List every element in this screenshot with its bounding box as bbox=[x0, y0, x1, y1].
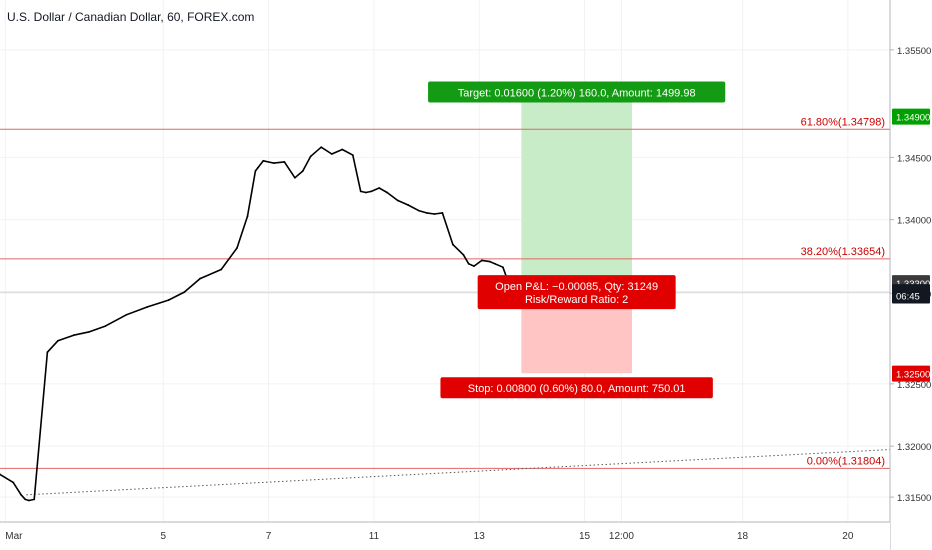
price-point bbox=[46, 351, 49, 354]
x-tick-label: 7 bbox=[266, 531, 272, 542]
price-point bbox=[254, 170, 257, 172]
price-point bbox=[57, 339, 59, 342]
y-tick-label: 1.32000 bbox=[897, 442, 931, 453]
price-point bbox=[72, 334, 75, 337]
price-point bbox=[257, 166, 259, 169]
price-point bbox=[341, 148, 344, 151]
price-point bbox=[24, 498, 27, 501]
fib-level-label: 0.00%(1.31804) bbox=[807, 455, 885, 467]
x-tick-label: 15 bbox=[579, 531, 591, 542]
price-axis[interactable] bbox=[890, 0, 932, 550]
price-point bbox=[28, 499, 30, 502]
price-point bbox=[467, 262, 470, 265]
target-label-box bbox=[428, 81, 726, 103]
x-tick-label: Mar bbox=[5, 531, 23, 542]
y-tick-label: 1.31500 bbox=[897, 493, 931, 504]
price-point bbox=[146, 305, 149, 308]
target-label-text: Target: 0.01600 (1.20%) 160.0, Amount: 1… bbox=[458, 87, 696, 99]
price-point bbox=[294, 176, 296, 179]
x-tick-label: 18 bbox=[737, 531, 749, 542]
price-point bbox=[246, 215, 249, 218]
price-point bbox=[473, 265, 475, 267]
pnl-label-box bbox=[477, 275, 676, 310]
price-point bbox=[220, 268, 223, 271]
price-point bbox=[365, 191, 367, 194]
price-point bbox=[236, 247, 238, 249]
price-point bbox=[320, 146, 323, 149]
price-tag-label: 1.34900 bbox=[896, 113, 930, 124]
price-point bbox=[494, 262, 496, 265]
price-point bbox=[88, 330, 91, 333]
price-point bbox=[480, 259, 483, 262]
price-tag bbox=[892, 287, 930, 304]
price-point bbox=[167, 299, 170, 301]
price-point bbox=[441, 211, 444, 214]
price-point bbox=[386, 191, 388, 194]
price-point bbox=[309, 155, 312, 158]
price-point bbox=[488, 260, 491, 263]
y-tick-label: 1.34500 bbox=[897, 153, 931, 164]
chart-title: U.S. Dollar / Canadian Dollar, 60, FOREX… bbox=[7, 10, 254, 24]
stop-label-box bbox=[440, 377, 713, 399]
price-point bbox=[370, 190, 373, 193]
price-point bbox=[396, 199, 399, 202]
stop-label-text: Stop: 0.00800 (0.60%) 80.0, Amount: 750.… bbox=[468, 383, 686, 395]
label-layer: Target: 0.01600 (1.20%) 160.0, Amount: 1… bbox=[428, 81, 726, 399]
price-point bbox=[20, 493, 22, 496]
price-series-layer bbox=[0, 146, 512, 502]
y-tick-label: 1.34000 bbox=[897, 216, 931, 227]
price-point bbox=[301, 170, 304, 172]
long-position-tool[interactable] bbox=[521, 101, 632, 374]
trend-line[interactable] bbox=[26, 449, 891, 496]
x-tick-label: 12:00 bbox=[609, 531, 634, 542]
price-point bbox=[199, 277, 202, 280]
price-point bbox=[502, 266, 504, 269]
fib-level-label: 38.20%(1.33654) bbox=[801, 246, 885, 258]
price-point bbox=[433, 213, 436, 215]
price-tag bbox=[892, 108, 930, 125]
x-tick-label: 11 bbox=[369, 531, 380, 542]
y-tick-label: 1.35500 bbox=[897, 46, 931, 57]
price-point bbox=[462, 253, 465, 256]
price-point bbox=[12, 481, 15, 484]
price-point bbox=[330, 153, 333, 155]
price-point bbox=[351, 154, 354, 157]
price-point bbox=[104, 325, 107, 328]
fib-level-label: 61.80%(1.34798) bbox=[801, 116, 885, 128]
price-point bbox=[417, 209, 420, 212]
price-point bbox=[283, 161, 286, 163]
grid-layer bbox=[0, 0, 890, 522]
price-point bbox=[359, 190, 362, 193]
price-point bbox=[125, 313, 128, 316]
pnl-label-text: Risk/Reward Ratio: 2 bbox=[525, 294, 628, 306]
price-point bbox=[0, 473, 1, 476]
x-tick-label: 13 bbox=[474, 531, 486, 542]
price-point bbox=[33, 498, 36, 501]
price-point bbox=[262, 159, 265, 162]
x-tick-label: 5 bbox=[160, 531, 166, 542]
price-tag-label: 1.32500 bbox=[896, 370, 930, 381]
price-point bbox=[451, 243, 454, 246]
x-tick-label: 20 bbox=[842, 531, 854, 542]
price-point bbox=[425, 211, 428, 214]
price-line bbox=[0, 146, 512, 502]
pnl-label-text: Open P&L: −0.00085, Qty: 31249 bbox=[495, 281, 658, 293]
price-point bbox=[272, 162, 275, 164]
price-point bbox=[183, 291, 186, 294]
y-tick-label: 1.32500 bbox=[897, 380, 931, 391]
fibonacci-retracement[interactable]: 61.80%(1.34798) 38.20%(1.33654) 0.00%(1.31… bbox=[0, 116, 891, 496]
price-tag-label: 06:45 bbox=[896, 292, 920, 303]
price-tag bbox=[892, 365, 930, 382]
profit-zone[interactable] bbox=[521, 101, 632, 284]
price-point bbox=[407, 204, 410, 206]
time-axis[interactable] bbox=[0, 522, 890, 550]
price-point bbox=[378, 187, 381, 189]
